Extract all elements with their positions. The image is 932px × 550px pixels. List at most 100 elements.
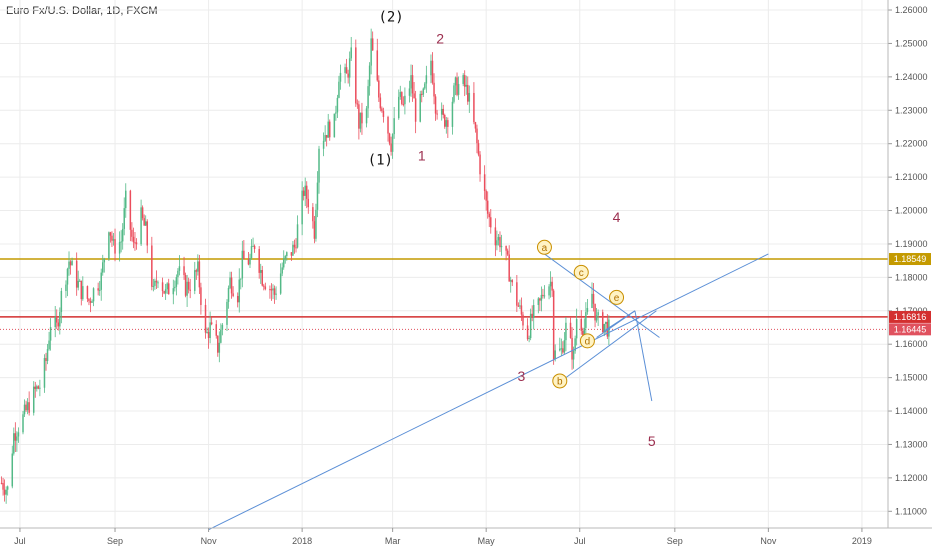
candle [112, 232, 115, 246]
trend-line[interactable] [603, 310, 636, 332]
candle [565, 316, 567, 352]
candles [0, 28, 610, 504]
candle [368, 62, 371, 96]
candle-body [554, 350, 556, 360]
trend-line[interactable] [634, 310, 653, 402]
wave-label[interactable]: 2 [436, 30, 444, 46]
candle-body [60, 290, 63, 313]
candle-body [129, 190, 132, 230]
wave-label[interactable]: 5 [648, 433, 656, 449]
candle [32, 381, 35, 416]
candle [247, 252, 250, 266]
candle [102, 254, 104, 276]
x-axis[interactable]: Jul Sep Nov 2018 Mar May Jul Sep Nov 2019 [0, 527, 932, 546]
candle [157, 280, 159, 289]
candle [13, 427, 15, 456]
candle [434, 94, 437, 121]
candle [3, 479, 6, 502]
candle-body [286, 252, 288, 257]
circled-wave-label[interactable]: b [552, 373, 568, 389]
candle-body [543, 295, 546, 297]
candle [23, 399, 26, 417]
candle-body [559, 348, 561, 351]
candle-body [166, 283, 168, 290]
candle [229, 271, 231, 290]
candle-body [347, 73, 349, 78]
candle [302, 187, 305, 201]
candle-body [562, 348, 564, 353]
candle [549, 271, 552, 298]
candle [359, 112, 362, 133]
candle-body [123, 208, 125, 229]
candle-body [379, 97, 382, 109]
candle-body [575, 318, 578, 339]
candle-body [586, 307, 589, 313]
candle-body [552, 290, 555, 360]
candle [371, 31, 374, 51]
candle-body [516, 282, 518, 306]
candle-body [335, 112, 337, 114]
candle-body [37, 386, 40, 389]
circled-wave-label[interactable]: c [573, 264, 589, 280]
candle [166, 282, 168, 294]
circled-wave-label[interactable]: d [579, 333, 595, 349]
candle-body [229, 277, 231, 289]
price-tag-label: 1.16816 [894, 312, 927, 322]
candle-body [477, 143, 480, 155]
y-axis[interactable]: 1.11000 1.12000 1.13000 1.14000 1.15000 1.160… [887, 0, 928, 528]
candle-body [97, 288, 99, 291]
candle-body [111, 235, 113, 241]
candle [221, 323, 224, 336]
candle [516, 275, 518, 313]
candle [59, 307, 61, 335]
candle [539, 297, 541, 311]
trend-line[interactable] [208, 253, 769, 531]
candle-body [473, 92, 475, 123]
candle [333, 113, 336, 138]
candle-body [43, 358, 46, 388]
wave-label[interactable]: (2) [378, 10, 403, 26]
candle-body [442, 108, 444, 116]
candle [0, 476, 3, 485]
candle [293, 239, 296, 254]
candle [537, 297, 540, 314]
candle [227, 285, 230, 309]
candle [370, 28, 372, 75]
y-tick-label: 1.19000 [895, 239, 928, 249]
candle-body [440, 108, 443, 115]
candle [440, 102, 443, 121]
candle-body [509, 280, 512, 282]
wave-label[interactable]: 4 [613, 209, 621, 225]
candle [563, 332, 566, 354]
candle [178, 255, 181, 276]
trend-line[interactable] [544, 253, 660, 338]
candle-body [413, 93, 415, 99]
x-tick-label: 2018 [292, 536, 312, 546]
circled-wave-label[interactable]: e [609, 289, 625, 305]
candle-body [77, 280, 79, 288]
candle-body [359, 112, 362, 129]
chart-title: Euro Fx/U.S. Dollar, 1D, FXCM [6, 5, 158, 17]
trend-line[interactable] [565, 310, 657, 379]
candle [307, 189, 310, 214]
candle-body [152, 285, 155, 287]
candle [217, 335, 219, 357]
candle [318, 145, 320, 194]
candle-body [422, 88, 425, 95]
candle [347, 69, 349, 84]
candle-body [206, 331, 208, 333]
wave-label[interactable]: (1) [368, 152, 393, 168]
candle-body [103, 258, 106, 263]
wave-label[interactable]: 3 [518, 368, 526, 384]
circled-wave-label[interactable]: a [536, 239, 552, 255]
candle [161, 277, 164, 298]
price-tag-label: 1.16445 [894, 324, 927, 334]
candle-body [467, 84, 469, 102]
wave-label[interactable]: 1 [418, 147, 426, 163]
candle [296, 215, 299, 249]
candle-body [436, 113, 438, 115]
candle-body [574, 338, 576, 352]
candle [548, 284, 550, 300]
candle-body [511, 280, 513, 283]
